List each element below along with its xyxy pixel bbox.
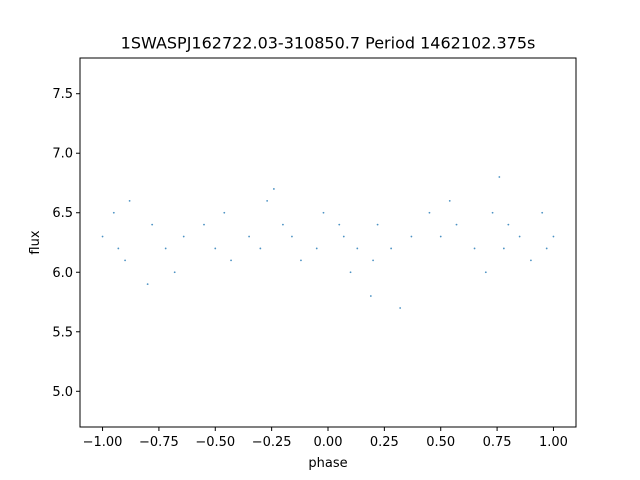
- x-axis: −1.00 −0.75 −0.50 −0.25 0.00 0.25 0.50 0.75 1.00: [83, 427, 568, 450]
- data-point: [507, 223, 510, 226]
- data-point: [300, 259, 302, 262]
- data-point: [369, 295, 372, 297]
- data-point: [146, 283, 149, 286]
- data-point: [545, 247, 548, 250]
- x-tick-label: −1.00: [83, 435, 123, 450]
- data-point: [112, 211, 115, 214]
- data-point: [124, 259, 126, 262]
- y-tick-label: 5.5: [52, 325, 73, 340]
- data-point: [291, 235, 293, 238]
- data-point: [101, 235, 104, 238]
- data-points: [101, 176, 555, 309]
- data-point: [338, 223, 341, 226]
- data-point: [117, 247, 120, 250]
- data-point: [151, 223, 154, 226]
- data-point: [173, 271, 176, 274]
- x-axis-label: phase: [308, 456, 347, 471]
- x-tick-label: 0.25: [370, 435, 399, 450]
- data-point: [541, 211, 544, 214]
- y-tick-label: 6.0: [52, 266, 73, 281]
- data-point: [491, 211, 494, 214]
- data-point: [349, 271, 352, 274]
- data-point: [473, 247, 476, 250]
- data-point: [164, 247, 167, 250]
- data-point: [399, 307, 402, 309]
- data-point: [552, 235, 555, 238]
- data-point: [248, 235, 250, 238]
- x-tick-label: −0.25: [252, 435, 292, 450]
- chart-title: 1SWASPJ162722.03-310850.7 Period 1462102…: [121, 34, 536, 53]
- data-point: [390, 247, 393, 250]
- plot-frame: [79, 57, 577, 428]
- data-point: [484, 271, 487, 274]
- data-point: [230, 259, 232, 262]
- y-axis: 5.0 5.5 6.0 6.5 7.0 7.5: [52, 87, 80, 400]
- data-point: [439, 235, 442, 238]
- x-tick-label: 1.00: [539, 435, 568, 450]
- data-point: [203, 223, 205, 226]
- data-point: [272, 188, 275, 190]
- data-point: [315, 247, 318, 250]
- x-tick-label: 0.75: [483, 435, 512, 450]
- data-point: [518, 235, 521, 238]
- data-point: [214, 247, 217, 250]
- y-tick-label: 5.0: [52, 385, 73, 400]
- data-point: [182, 235, 185, 238]
- data-point: [455, 223, 458, 226]
- x-tick-label: 0.50: [426, 435, 455, 450]
- y-tick-label: 7.5: [52, 87, 73, 102]
- data-point: [530, 259, 532, 262]
- data-point: [259, 247, 262, 250]
- data-point: [266, 199, 269, 202]
- data-point: [372, 259, 374, 262]
- data-point: [223, 211, 226, 214]
- data-point: [282, 223, 284, 226]
- data-point: [448, 199, 451, 202]
- data-point: [376, 223, 379, 226]
- data-point: [410, 235, 413, 238]
- x-tick-label: −0.75: [139, 435, 179, 450]
- data-point: [498, 176, 501, 178]
- y-tick-label: 7.0: [52, 147, 73, 162]
- data-point: [428, 211, 431, 214]
- data-point: [502, 247, 505, 250]
- data-point: [322, 211, 325, 214]
- y-axis-label: flux: [28, 230, 43, 254]
- x-tick-label: 0.00: [314, 435, 343, 450]
- data-point: [342, 235, 345, 238]
- x-tick-label: −0.50: [195, 435, 235, 450]
- y-tick-label: 6.5: [52, 206, 73, 221]
- data-point: [128, 199, 131, 202]
- data-point: [356, 247, 359, 250]
